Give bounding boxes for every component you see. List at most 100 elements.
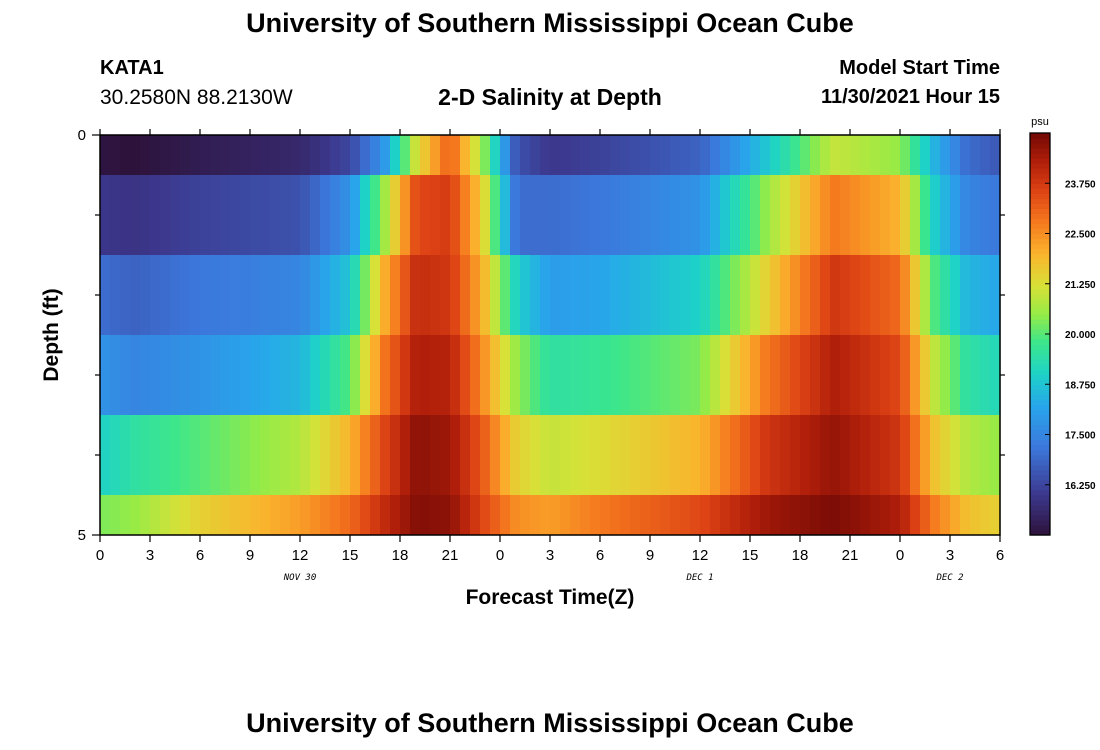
heatmap-cell (220, 135, 231, 175)
heatmap-cell (450, 175, 461, 255)
heatmap-cell (420, 415, 431, 495)
colorbar-swatch (1030, 414, 1050, 421)
heatmap-cell (970, 255, 981, 335)
heatmap-cell (480, 495, 491, 535)
heatmap-cell (610, 335, 621, 415)
colorbar-swatch (1030, 168, 1050, 174)
heatmap-cell (530, 335, 541, 415)
heatmap-cell (860, 335, 871, 415)
colorbar-swatch (1030, 464, 1050, 471)
colorbar-swatch (1030, 248, 1050, 255)
heatmap-cell (700, 335, 711, 415)
x-tick-label: 3 (946, 547, 954, 564)
heatmap-cell (110, 135, 121, 175)
heatmap-cell (460, 495, 471, 535)
heatmap-cell (620, 255, 631, 335)
heatmap-cell (810, 135, 821, 175)
heatmap-cell (390, 335, 401, 415)
heatmap-cell (640, 415, 651, 495)
heatmap-cell (110, 495, 121, 535)
heatmap-cell (980, 255, 991, 335)
colorbar-swatch (1030, 193, 1050, 199)
heatmap-cell (710, 175, 721, 255)
heatmap-cell (350, 335, 361, 415)
colorbar-swatch (1030, 158, 1050, 164)
heatmap-cells (100, 135, 1001, 535)
heatmap-cell (820, 255, 831, 335)
heatmap-cell (530, 135, 541, 175)
heatmap-cell (460, 335, 471, 415)
heatmap-cell (180, 135, 191, 175)
heatmap-cell (680, 175, 691, 255)
colorbar-swatch (1030, 288, 1050, 295)
colorbar-swatch (1030, 459, 1050, 466)
heatmap-cell (200, 415, 211, 495)
heatmap-cell (390, 175, 401, 255)
colorbar-swatch (1030, 349, 1050, 355)
heatmap-cell (830, 335, 841, 415)
colorbar-swatch (1030, 218, 1050, 225)
heatmap-cell (150, 135, 161, 175)
heatmap-cell (130, 135, 141, 175)
heatmap-cell (650, 415, 661, 495)
heatmap-cell (440, 335, 451, 415)
heatmap-cell (720, 495, 731, 535)
heatmap-cell (270, 255, 281, 335)
heatmap-cell (930, 495, 941, 535)
heatmap-cell (450, 335, 461, 415)
colorbar-swatch (1030, 344, 1050, 350)
heatmap-cell (880, 135, 891, 175)
heatmap-cell (920, 255, 931, 335)
colorbar-swatch (1030, 389, 1050, 395)
heatmap-cell (450, 415, 461, 495)
heatmap-cell (540, 495, 551, 535)
heatmap-cell (560, 415, 571, 495)
heatmap-cell (670, 135, 681, 175)
heatmap-cell (350, 495, 361, 535)
heatmap-cell (390, 495, 401, 535)
colorbar-swatch (1030, 153, 1050, 159)
heatmap-cell (140, 335, 151, 415)
heatmap-cell (450, 255, 461, 335)
model-start-time: 11/30/2021 Hour 15 (820, 86, 1000, 108)
heatmap-cell (990, 415, 1001, 495)
heatmap-cell (880, 255, 891, 335)
heatmap-cell (230, 255, 241, 335)
heatmap-cell (230, 415, 241, 495)
colorbar-swatch (1030, 449, 1050, 456)
heatmap-cell (110, 255, 121, 335)
heatmap-cell (360, 415, 371, 495)
heatmap-cell (650, 135, 661, 175)
colorbar-swatch (1030, 198, 1050, 204)
heatmap-cell (200, 495, 211, 535)
colorbar-swatch (1030, 494, 1050, 501)
heatmap-cell (850, 495, 861, 535)
heatmap-cell (500, 415, 511, 495)
y-axis-label: Depth (ft) (40, 288, 63, 381)
heatmap-cell (750, 335, 761, 415)
colorbar-swatch (1030, 514, 1050, 521)
colorbar-tick-label: 23.750 (1065, 179, 1096, 190)
heatmap-cell (620, 175, 631, 255)
heatmap-cell (570, 175, 581, 255)
heatmap-cell (630, 135, 641, 175)
heatmap-cell (700, 495, 711, 535)
heatmap-cell (380, 415, 391, 495)
heatmap-cell (250, 175, 261, 255)
heatmap-cell (180, 415, 191, 495)
colorbar-swatch (1030, 419, 1050, 426)
heatmap-cell (360, 495, 371, 535)
heatmap-cell (820, 175, 831, 255)
heatmap-cell (900, 335, 911, 415)
heatmap-cell (280, 415, 291, 495)
heatmap-cell (710, 255, 721, 335)
heatmap-cell (260, 335, 271, 415)
heatmap-cell (490, 495, 501, 535)
heatmap-cell (990, 335, 1001, 415)
heatmap-cell (580, 135, 591, 175)
colorbar-swatch (1030, 323, 1050, 330)
heatmap-cell (160, 415, 171, 495)
heatmap-cell (790, 135, 801, 175)
heatmap-cell (100, 175, 111, 255)
heatmap-cell (150, 255, 161, 335)
